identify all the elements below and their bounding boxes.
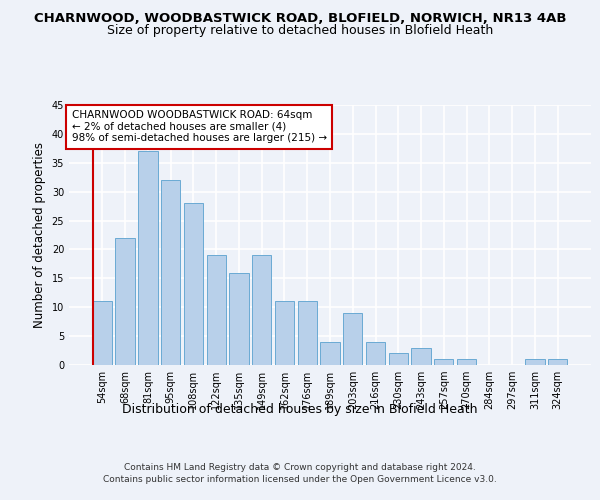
Bar bbox=[184, 203, 203, 365]
Bar bbox=[206, 255, 226, 365]
Bar bbox=[525, 359, 545, 365]
Bar bbox=[366, 342, 385, 365]
Text: CHARNWOOD, WOODBASTWICK ROAD, BLOFIELD, NORWICH, NR13 4AB: CHARNWOOD, WOODBASTWICK ROAD, BLOFIELD, … bbox=[34, 12, 566, 26]
Bar bbox=[412, 348, 431, 365]
Text: Size of property relative to detached houses in Blofield Heath: Size of property relative to detached ho… bbox=[107, 24, 493, 37]
Y-axis label: Number of detached properties: Number of detached properties bbox=[33, 142, 46, 328]
Bar bbox=[275, 302, 294, 365]
Text: CHARNWOOD WOODBASTWICK ROAD: 64sqm
← 2% of detached houses are smaller (4)
98% o: CHARNWOOD WOODBASTWICK ROAD: 64sqm ← 2% … bbox=[71, 110, 327, 144]
Bar bbox=[434, 359, 454, 365]
Bar bbox=[161, 180, 181, 365]
Bar bbox=[320, 342, 340, 365]
Bar bbox=[548, 359, 567, 365]
Bar bbox=[115, 238, 135, 365]
Bar bbox=[252, 255, 271, 365]
Bar bbox=[343, 313, 362, 365]
Bar bbox=[93, 302, 112, 365]
Bar bbox=[229, 272, 248, 365]
Text: Contains HM Land Registry data © Crown copyright and database right 2024.
Contai: Contains HM Land Registry data © Crown c… bbox=[103, 462, 497, 484]
Text: Distribution of detached houses by size in Blofield Heath: Distribution of detached houses by size … bbox=[122, 402, 478, 415]
Bar bbox=[138, 151, 158, 365]
Bar bbox=[457, 359, 476, 365]
Bar bbox=[389, 354, 408, 365]
Bar bbox=[298, 302, 317, 365]
